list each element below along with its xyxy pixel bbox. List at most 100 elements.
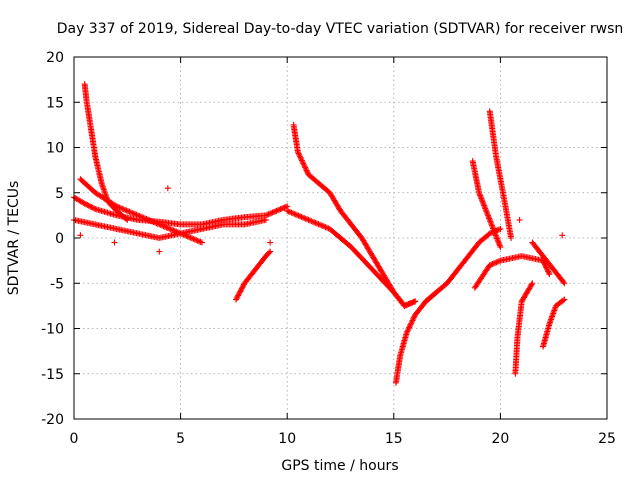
data-point — [482, 206, 489, 213]
data-point — [170, 227, 177, 234]
data-point — [484, 211, 491, 218]
series-trace-15 — [529, 239, 568, 287]
series-trace-9 — [422, 225, 504, 305]
data-point — [181, 232, 188, 239]
data-point — [173, 228, 180, 235]
data-point — [404, 301, 411, 308]
data-point — [297, 154, 304, 161]
data-point — [117, 205, 124, 212]
data-point — [146, 217, 153, 224]
data-point — [116, 204, 123, 211]
data-point — [489, 261, 496, 268]
data-point — [147, 217, 154, 224]
data-point — [408, 320, 415, 327]
data-point — [298, 156, 305, 163]
data-point — [272, 208, 279, 215]
x-axis-title: GPS time / hours — [281, 458, 398, 474]
data-point — [160, 223, 167, 230]
data-point — [494, 235, 501, 242]
data-point — [545, 269, 552, 276]
data-point — [485, 214, 492, 221]
data-point — [86, 203, 93, 210]
data-point — [494, 236, 501, 243]
data-point — [289, 210, 296, 217]
series-trace-12 — [471, 253, 553, 291]
data-point — [480, 201, 487, 208]
data-point — [488, 221, 495, 228]
data-point — [476, 191, 483, 198]
data-points — [71, 81, 568, 386]
data-point — [89, 204, 96, 211]
data-point — [291, 210, 298, 217]
data-point — [234, 293, 241, 300]
data-point — [152, 219, 159, 226]
data-point — [171, 228, 178, 235]
data-point — [299, 158, 306, 165]
data-point — [197, 238, 204, 245]
data-point — [273, 207, 280, 214]
data-point — [84, 201, 91, 208]
x-tick-label: 10 — [278, 431, 296, 447]
data-point — [236, 289, 243, 296]
data-point — [120, 206, 127, 213]
data-point — [169, 226, 176, 233]
data-point — [488, 261, 495, 268]
data-point — [402, 302, 409, 309]
data-point — [299, 214, 306, 221]
data-point — [125, 208, 132, 215]
data-point — [282, 203, 289, 210]
data-point — [487, 219, 494, 226]
data-point — [295, 212, 302, 219]
data-point — [559, 232, 566, 239]
x-tick-label: 25 — [598, 431, 616, 447]
data-point — [508, 235, 515, 241]
data-point — [476, 189, 483, 196]
data-point — [130, 210, 137, 217]
data-point — [529, 280, 536, 287]
data-point — [281, 204, 288, 211]
data-point — [561, 296, 568, 303]
data-point — [85, 202, 92, 209]
data-point — [488, 222, 495, 229]
series-trace-4 — [77, 176, 205, 246]
x-tick-label: 20 — [491, 431, 509, 447]
data-point — [270, 208, 277, 215]
plot-frame — [73, 56, 608, 420]
x-tick-label: 0 — [70, 431, 79, 447]
data-point — [412, 298, 419, 305]
data-point — [194, 237, 201, 244]
data-point — [176, 229, 183, 236]
data-point — [239, 284, 246, 291]
data-point — [82, 201, 89, 208]
data-point — [153, 220, 160, 227]
data-point — [321, 223, 328, 230]
series-trace-13 — [512, 280, 536, 377]
data-point — [129, 209, 136, 216]
data-point — [408, 300, 415, 307]
data-point — [477, 192, 484, 199]
data-point — [492, 231, 499, 238]
data-point — [323, 224, 330, 231]
series-outliers — [77, 185, 566, 255]
data-point — [544, 267, 551, 274]
data-point — [166, 225, 173, 232]
data-point — [237, 288, 244, 295]
data-point — [137, 213, 144, 220]
data-point — [132, 211, 139, 218]
data-point — [139, 214, 146, 221]
data-point — [190, 235, 197, 242]
data-point — [311, 219, 318, 226]
data-point — [560, 297, 567, 304]
data-point — [196, 238, 203, 245]
y-tick-label: -20 — [41, 412, 64, 428]
data-point — [294, 149, 301, 156]
data-point — [294, 212, 301, 219]
data-point — [113, 203, 120, 210]
data-point — [495, 239, 502, 246]
data-point — [164, 225, 171, 232]
data-point — [490, 225, 497, 232]
data-point — [487, 218, 494, 225]
data-point — [486, 215, 493, 222]
data-point — [287, 209, 294, 216]
